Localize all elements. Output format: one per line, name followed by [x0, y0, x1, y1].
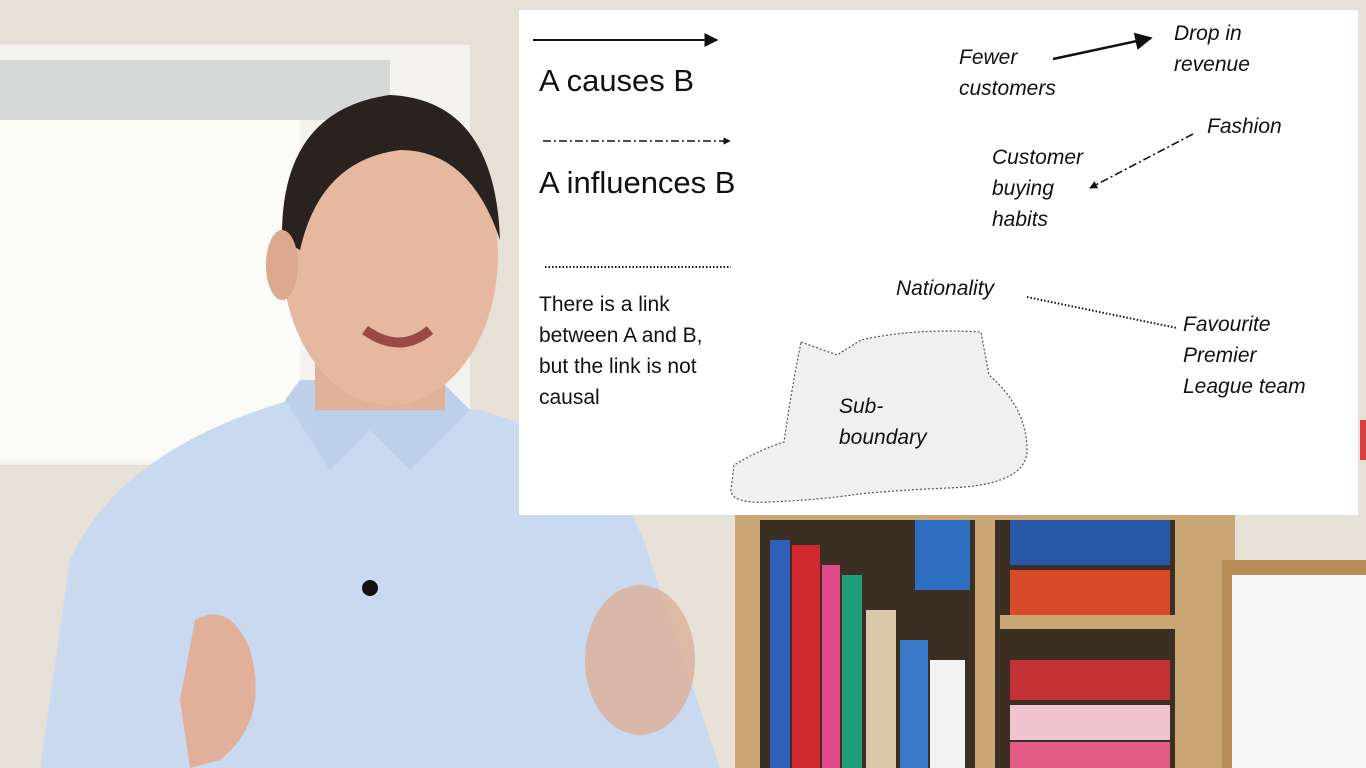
causal-arrow	[1052, 32, 1153, 61]
diagram-lines	[533, 32, 1194, 503]
favourite-team-node: Favourite Premier League team	[1183, 313, 1306, 398]
sub-boundary-shape	[730, 330, 1028, 503]
influence-arrow	[1089, 133, 1194, 189]
fewer-customers-node: Fewer customers	[959, 46, 1056, 100]
sub-boundary-label: Sub- boundary	[839, 395, 927, 449]
link-dotted	[1026, 296, 1178, 329]
causes-label: A causes B	[539, 63, 695, 98]
fashion-node: Fashion	[1207, 115, 1282, 138]
influences-label: A influences B	[539, 165, 736, 200]
nationality-node: Nationality	[896, 277, 995, 300]
link-description: There is a link between A and B, but the…	[539, 293, 703, 409]
diagram-slide: A causes B A influences B There is a lin…	[519, 10, 1358, 515]
drop-in-revenue-node: Drop in revenue	[1174, 22, 1250, 76]
customer-buying-habits-node: Customer buying habits	[992, 146, 1084, 231]
bookshelf	[735, 515, 1235, 768]
